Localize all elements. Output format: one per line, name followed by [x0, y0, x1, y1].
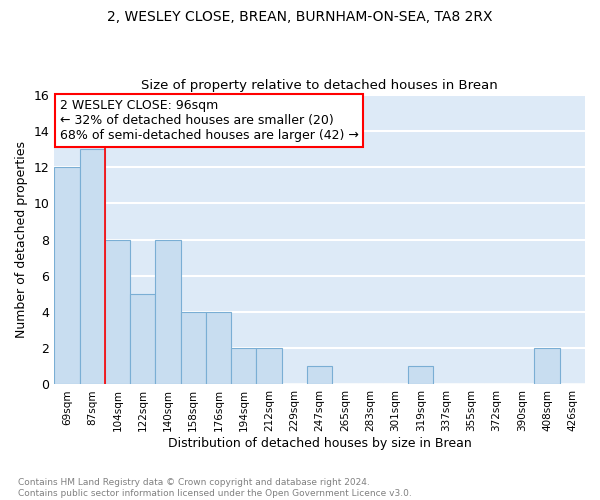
Bar	[130, 294, 155, 384]
Bar	[105, 240, 130, 384]
Text: 2 WESLEY CLOSE: 96sqm
← 32% of detached houses are smaller (20)
68% of semi-deta: 2 WESLEY CLOSE: 96sqm ← 32% of detached …	[59, 99, 358, 142]
Text: Contains HM Land Registry data © Crown copyright and database right 2024.
Contai: Contains HM Land Registry data © Crown c…	[18, 478, 412, 498]
Bar	[206, 312, 231, 384]
Bar	[181, 312, 206, 384]
X-axis label: Distribution of detached houses by size in Brean: Distribution of detached houses by size …	[168, 437, 472, 450]
Y-axis label: Number of detached properties: Number of detached properties	[15, 141, 28, 338]
Bar	[155, 240, 181, 384]
Text: 2, WESLEY CLOSE, BREAN, BURNHAM-ON-SEA, TA8 2RX: 2, WESLEY CLOSE, BREAN, BURNHAM-ON-SEA, …	[107, 10, 493, 24]
Bar	[54, 167, 80, 384]
Bar	[535, 348, 560, 385]
Bar	[80, 149, 105, 384]
Bar	[231, 348, 256, 385]
Bar	[256, 348, 282, 385]
Bar	[408, 366, 433, 384]
Title: Size of property relative to detached houses in Brean: Size of property relative to detached ho…	[141, 79, 498, 92]
Bar	[307, 366, 332, 384]
